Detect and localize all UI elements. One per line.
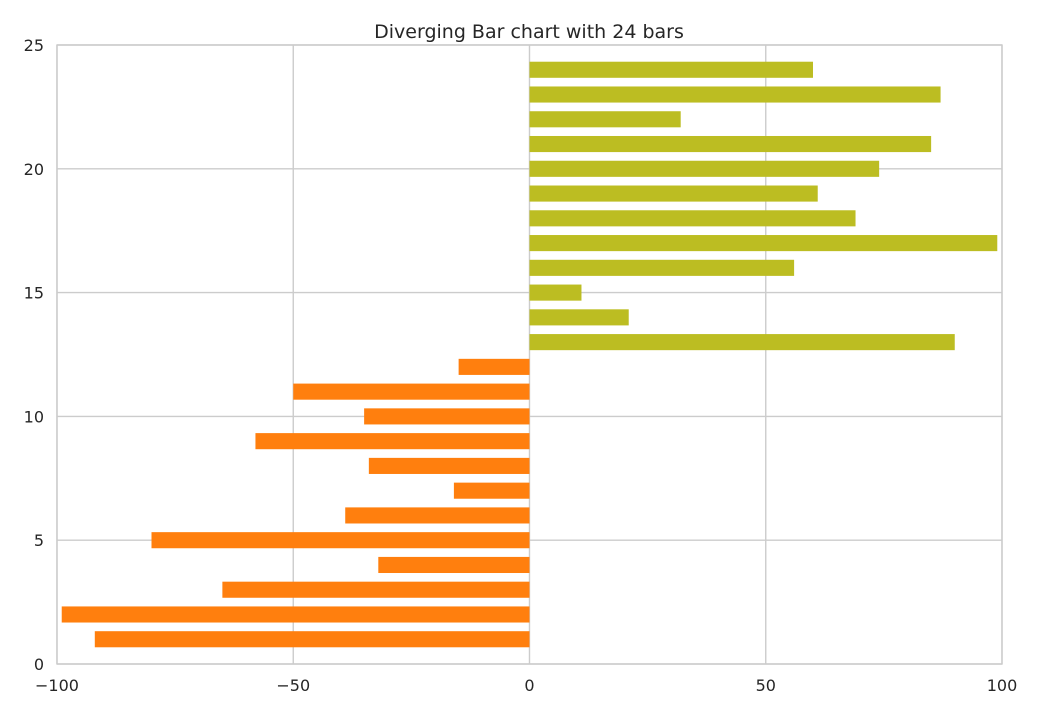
bar-22 [529,111,681,128]
bar-1 [94,631,530,648]
x-tick-label: −50 [276,676,310,695]
bar-17 [529,235,998,252]
bar-23 [529,86,941,103]
bar-10 [364,408,530,425]
bar-7 [453,482,530,499]
y-tick-label: 0 [34,655,44,674]
bar-20 [529,160,880,177]
y-tick-label: 10 [24,407,44,426]
x-tick-label: 50 [756,676,776,695]
bar-16 [529,259,795,276]
x-tick-labels: −100 −50 0 50 100 [35,676,1017,695]
plot-frame [56,44,1003,665]
y-tick-label: 15 [24,284,44,303]
bar-5 [151,532,530,549]
x-tick-label: −100 [35,676,79,695]
bar-13 [529,334,955,351]
bars [61,61,998,648]
y-tick-label: 25 [24,36,44,55]
bar-9 [255,433,530,450]
bar-21 [529,135,932,153]
bar-15 [529,284,582,301]
bar-11 [293,383,530,400]
bar-4 [378,556,530,574]
bar-14 [529,309,629,326]
bar-18 [529,210,856,227]
y-tick-label: 20 [24,160,44,179]
y-tick-labels: 0 5 10 15 20 25 [24,36,44,674]
bar-8 [368,457,530,474]
y-tick-label: 5 [34,531,44,550]
x-tick-label: 100 [987,676,1018,695]
bar-6 [345,507,530,524]
chart-title: Diverging Bar chart with 24 bars [374,21,684,43]
x-tick-label: 0 [524,676,534,695]
bar-2 [61,606,530,623]
bar-24 [529,61,813,78]
bar-3 [222,581,530,598]
bar-19 [529,185,818,202]
bar-12 [458,358,530,375]
